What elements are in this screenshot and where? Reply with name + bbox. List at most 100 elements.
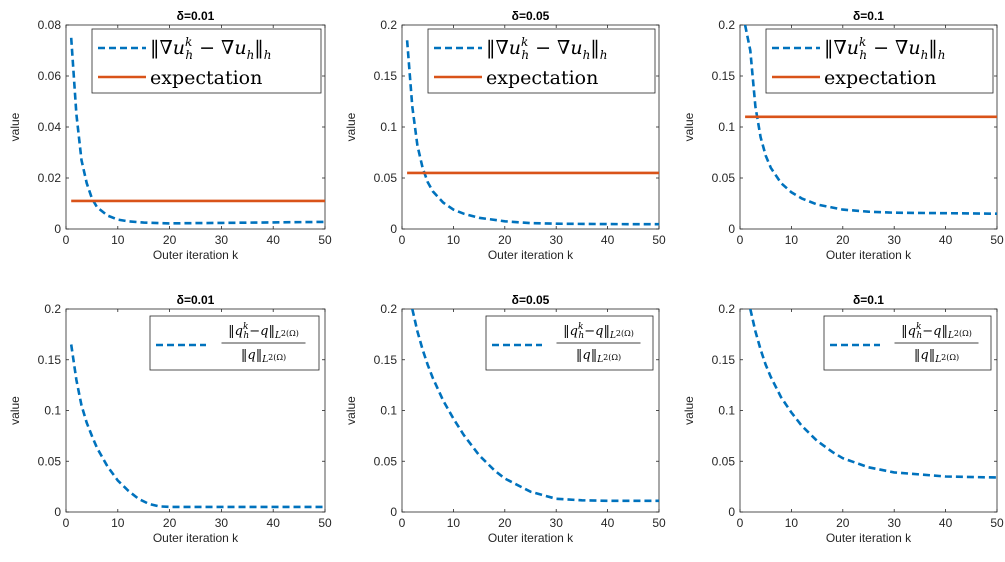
y-tick-label: 0.15	[712, 69, 736, 83]
x-tick-label: 20	[163, 233, 177, 247]
series-line-dashed	[749, 309, 997, 479]
subplot-6: 0 10 20 30 40 50 0 0.05 0.1 0.15 0.2 δ=0.1 Outer ite…	[682, 293, 1004, 545]
x-tick-label: 30	[888, 516, 902, 530]
x-tick-label: 10	[447, 516, 461, 530]
subplot-2: 0 10 20 30 40 50 0 0.05 0.1 0.15 0.2 δ=0.05 Outer it…	[344, 9, 666, 262]
chart-title: δ=0.01	[177, 9, 215, 23]
y-tick-label: 0.06	[38, 69, 62, 83]
y-tick-label: 0.1	[718, 404, 735, 418]
x-tick-label: 50	[990, 516, 1004, 530]
y-tick-label: 0.1	[44, 404, 61, 418]
y-tick-label: 0.2	[718, 18, 735, 32]
y-axis-label: value	[8, 396, 22, 425]
y-tick-label: 0	[390, 505, 397, 519]
x-tick-label: 10	[785, 233, 799, 247]
legend: ‖∇uk h − ∇uh‖h expectation	[91, 28, 322, 94]
x-tick-label: 0	[399, 233, 406, 247]
legend: ‖∇uk h − ∇uh‖h expectation	[765, 28, 994, 94]
x-tick-label: 10	[447, 233, 461, 247]
y-tick-label: 0.15	[374, 353, 398, 367]
y-axis-label: value	[344, 112, 358, 141]
x-tick-label: 30	[888, 233, 902, 247]
x-tick-label: 30	[215, 233, 229, 247]
x-tick-label: 20	[498, 516, 512, 530]
y-tick-label: 0.02	[38, 171, 62, 185]
y-tick-label: 0	[390, 222, 397, 236]
legend-box	[427, 28, 656, 94]
x-axis-label: Outer iteration k	[153, 248, 239, 262]
y-tick-label: 0.05	[374, 454, 398, 468]
chart-title: δ=0.05	[512, 293, 550, 307]
legend-label-denominator: ‖q‖L2(Ω)	[914, 348, 959, 365]
legend-label-numerator: ‖qk h−q‖L2(Ω)	[563, 322, 634, 341]
x-tick-label: 50	[318, 516, 332, 530]
y-tick-label: 0.1	[380, 404, 397, 418]
x-axis-label: Outer iteration k	[488, 248, 574, 262]
series-line-dashed	[69, 344, 325, 509]
x-tick-label: 10	[785, 516, 799, 530]
legend-label-denominator: ‖q‖L2(Ω)	[576, 348, 621, 365]
series-line-dashed	[69, 37, 325, 225]
legend-label-gradient-norm: ‖∇uk h − ∇uh‖h	[150, 35, 272, 62]
y-tick-label: 0.05	[712, 171, 736, 185]
legend: ‖∇uk h − ∇uh‖h expectation	[427, 28, 656, 94]
subplot-3: 0 10 20 30 40 50 0 0.05 0.1 0.15 0.2 δ=0.1 Outer ite…	[682, 9, 1004, 262]
y-tick-label: 0.2	[44, 302, 61, 316]
series-line-dashed	[405, 40, 659, 226]
series-line-dashed	[411, 309, 659, 503]
y-tick-label: 0.1	[380, 120, 397, 134]
x-tick-label: 20	[836, 233, 850, 247]
y-axis-label: value	[682, 112, 696, 141]
x-axis-label: Outer iteration k	[153, 531, 239, 545]
y-tick-label: 0	[54, 222, 61, 236]
y-tick-label: 0.15	[712, 353, 736, 367]
y-tick-label: 0.04	[38, 120, 62, 134]
y-axis-label: value	[8, 112, 22, 141]
y-axis-label: value	[344, 396, 358, 425]
x-tick-label: 20	[498, 233, 512, 247]
x-tick-label: 30	[215, 516, 229, 530]
x-tick-label: 0	[399, 516, 406, 530]
y-tick-label: 0.05	[374, 171, 398, 185]
x-tick-label: 40	[267, 516, 281, 530]
x-tick-label: 0	[737, 516, 744, 530]
legend-label-gradient-norm: ‖∇uk h − ∇uh‖h	[486, 35, 608, 62]
x-tick-label: 50	[652, 516, 666, 530]
y-tick-label: 0	[728, 505, 735, 519]
legend: ‖qk h−q‖L2(Ω) ‖q‖L2(Ω)	[823, 315, 992, 371]
legend-label-expectation: expectation	[486, 67, 598, 89]
x-tick-label: 10	[111, 516, 125, 530]
x-axis-label: Outer iteration k	[826, 248, 912, 262]
x-tick-label: 10	[111, 233, 125, 247]
legend-label-expectation: expectation	[150, 67, 262, 89]
legend: ‖qk h−q‖L2(Ω) ‖q‖L2(Ω)	[485, 315, 654, 371]
y-tick-label: 0	[728, 222, 735, 236]
legend-box	[765, 28, 994, 94]
x-tick-label: 40	[601, 233, 615, 247]
chart-title: δ=0.05	[512, 9, 550, 23]
y-tick-label: 0.15	[374, 69, 398, 83]
legend-label-denominator: ‖q‖L2(Ω)	[241, 348, 286, 365]
x-tick-label: 40	[939, 516, 953, 530]
legend-label-expectation: expectation	[824, 67, 936, 89]
x-tick-label: 20	[836, 516, 850, 530]
chart-title: δ=0.01	[177, 293, 215, 307]
y-tick-label: 0.05	[712, 454, 736, 468]
legend-box	[91, 28, 322, 94]
x-tick-label: 0	[63, 516, 70, 530]
y-tick-label: 0.2	[718, 302, 735, 316]
x-tick-label: 20	[163, 516, 177, 530]
legend: ‖qk h−q‖L2(Ω) ‖q‖L2(Ω)	[149, 315, 320, 371]
x-tick-label: 40	[267, 233, 281, 247]
x-tick-label: 0	[63, 233, 70, 247]
legend-label-numerator: ‖qk h−q‖L2(Ω)	[228, 322, 299, 341]
x-tick-label: 30	[550, 233, 564, 247]
y-tick-label: 0.15	[38, 353, 62, 367]
chart-title: δ=0.1	[853, 293, 884, 307]
y-tick-label: 0.1	[718, 120, 735, 134]
x-tick-label: 30	[550, 516, 564, 530]
legend-label-numerator: ‖qk h−q‖L2(Ω)	[901, 322, 972, 341]
subplot-1: 0 10 20 30 40 50 0 0.02 0.04 0.06 0.08 δ=0.01 Outer …	[8, 9, 332, 262]
y-axis-label: value	[682, 396, 696, 425]
